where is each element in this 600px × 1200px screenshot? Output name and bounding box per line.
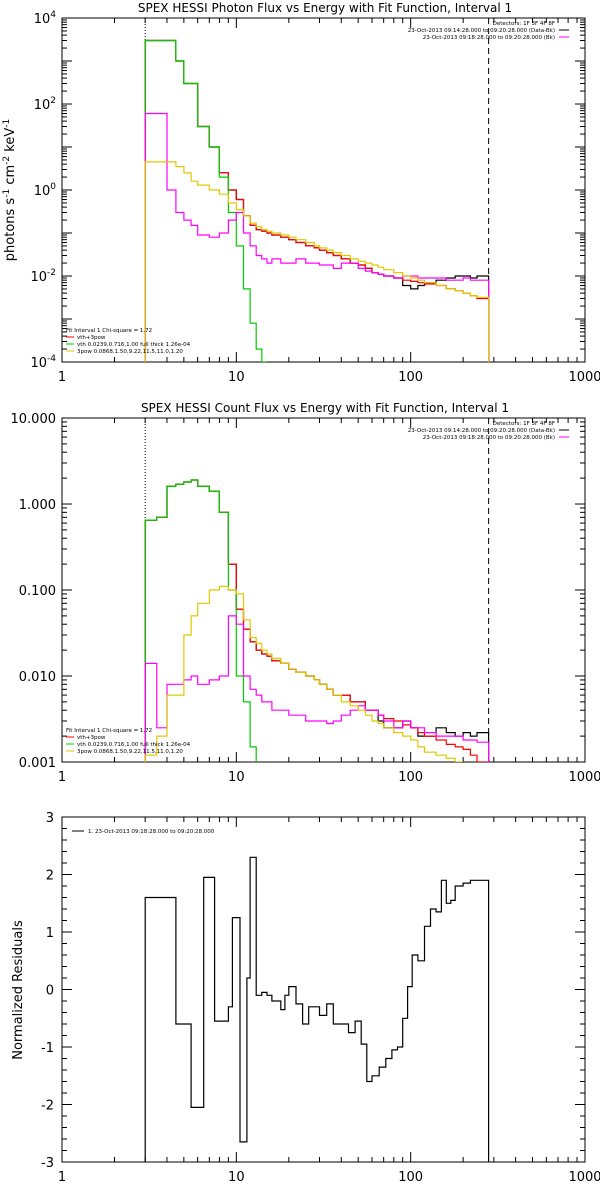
y-tick-label: 3 bbox=[46, 811, 54, 826]
residuals-panel: 1 10 100 1000 -3 -2 -1 0 1 2 3 1. 23-Oct-2013 09:18… bbox=[11, 811, 600, 1185]
y-tick-label: 104 bbox=[34, 10, 57, 27]
photon-flux-ylabel: photons s-1 cm-2 keV-1 bbox=[2, 119, 18, 261]
x-tick-label: 1 bbox=[58, 770, 66, 785]
x-tick-label: 1000 bbox=[568, 770, 600, 785]
count-flux-panel: SPEX HESSI Count Flux vs Energy with Fit… bbox=[11, 401, 600, 785]
plot-frame bbox=[61, 417, 586, 763]
ylabel-part-2: cm bbox=[3, 165, 18, 189]
photon-flux-title: SPEX HESSI Photon Flux vs Energy with Fi… bbox=[138, 1, 512, 15]
y-tick-label: 2 bbox=[46, 869, 54, 884]
y-tick-label: 0.001 bbox=[19, 756, 56, 771]
x-tick-label: 1000 bbox=[568, 1170, 600, 1185]
ylabel-exp-1: -1 bbox=[2, 189, 12, 198]
series-vth-line bbox=[144, 479, 257, 762]
y-tick-label: 1.000 bbox=[19, 498, 56, 513]
series-3pow-line bbox=[144, 161, 490, 362]
y-tick-label: 100 bbox=[34, 182, 57, 199]
y-tick-label: -1 bbox=[41, 1041, 54, 1056]
series-data-line bbox=[144, 856, 490, 1162]
detector-info-line: 23-Oct-2013 09:18:28.000 to 09:20:28.000… bbox=[423, 35, 555, 41]
x-tick-label: 100 bbox=[398, 370, 423, 385]
series-total_fit-line bbox=[144, 39, 490, 362]
detector-info-line: Detectors: 1F 3F 4F 8F bbox=[493, 21, 555, 27]
x-tick-label: 100 bbox=[398, 1170, 423, 1185]
series-data-line bbox=[144, 39, 490, 362]
detector-info-line: 23-Oct-2013 09:14:28.000 to 09:20:28.000… bbox=[408, 428, 555, 434]
x-tick-label: 10 bbox=[228, 370, 245, 385]
legend-entry: 1. 23-Oct-2013 09:18:28.000 to 09:20:28.… bbox=[88, 829, 215, 835]
ylabel-part-1: photons s bbox=[3, 198, 18, 262]
y-tick-label: -3 bbox=[41, 1156, 54, 1171]
legend-entry: 3pow 0.0868,1.50,9.22,11.5,11.0,1.20 bbox=[77, 349, 183, 355]
series-bkg-line bbox=[144, 615, 490, 762]
detector-info-line: 23-Oct-2013 09:14:28.000 to 09:20:28.000… bbox=[408, 28, 555, 34]
legend-entry: vth 0.0239,0.716,1.00 full thick 1.26e-0… bbox=[77, 742, 191, 748]
legend-entry: Fit Interval 1 Chi-square = 1.72 bbox=[66, 328, 152, 334]
legend-entry: vth 0.0239,0.716,1.00 full thick 1.26e-0… bbox=[77, 342, 191, 348]
x-tick-label: 1000 bbox=[568, 370, 600, 385]
plot-frame bbox=[61, 816, 586, 1163]
legend-entry: 3pow 0.0868,1.50,9.22,11.5,11.0,1.20 bbox=[77, 749, 183, 755]
series-bkg-line bbox=[144, 112, 490, 362]
legend-entry: vth+3pow bbox=[77, 335, 106, 341]
ylabel-exp-3: -1 bbox=[2, 119, 12, 128]
count-flux-title: SPEX HESSI Count Flux vs Energy with Fit… bbox=[141, 401, 509, 415]
ylabel-exp-2: -2 bbox=[2, 156, 12, 165]
photon-flux-panel: SPEX HESSI Photon Flux vs Energy with Fi… bbox=[2, 1, 600, 385]
detector-info-line: Detectors: 1F 3F 4F 8F bbox=[493, 421, 555, 427]
x-tick-label: 1 bbox=[58, 370, 66, 385]
y-tick-label: 0.010 bbox=[19, 670, 56, 685]
y-tick-label: 102 bbox=[34, 96, 56, 113]
ylabel-part-3: keV bbox=[3, 128, 18, 156]
series-vth-line bbox=[144, 39, 267, 362]
residuals-ylabel: Normalized Residuals bbox=[11, 920, 26, 1060]
y-tick-label: 1 bbox=[46, 926, 54, 941]
y-tick-label: -2 bbox=[41, 1099, 54, 1114]
series-total_fit-line bbox=[144, 479, 489, 762]
y-tick-label: 0 bbox=[46, 984, 54, 999]
legend-entry: Fit Interval 1 Chi-square = 1.72 bbox=[66, 728, 152, 734]
x-tick-label: 10 bbox=[228, 770, 245, 785]
y-tick-label: 0.100 bbox=[19, 584, 56, 599]
x-tick-label: 1 bbox=[58, 1170, 66, 1185]
y-tick-label: 10.000 bbox=[11, 412, 57, 427]
legend-entry: vth+3pow bbox=[77, 735, 106, 741]
x-tick-label: 10 bbox=[228, 1170, 245, 1185]
series-data-line bbox=[144, 479, 490, 762]
y-tick-label: 10-2 bbox=[30, 268, 56, 285]
x-tick-label: 100 bbox=[398, 770, 423, 785]
detector-info-line: 23-Oct-2013 09:18:28.000 to 09:20:28.000… bbox=[423, 435, 555, 441]
y-tick-label: 10-4 bbox=[30, 354, 56, 371]
series-3pow-line bbox=[144, 585, 464, 762]
plot-frame bbox=[61, 17, 586, 363]
